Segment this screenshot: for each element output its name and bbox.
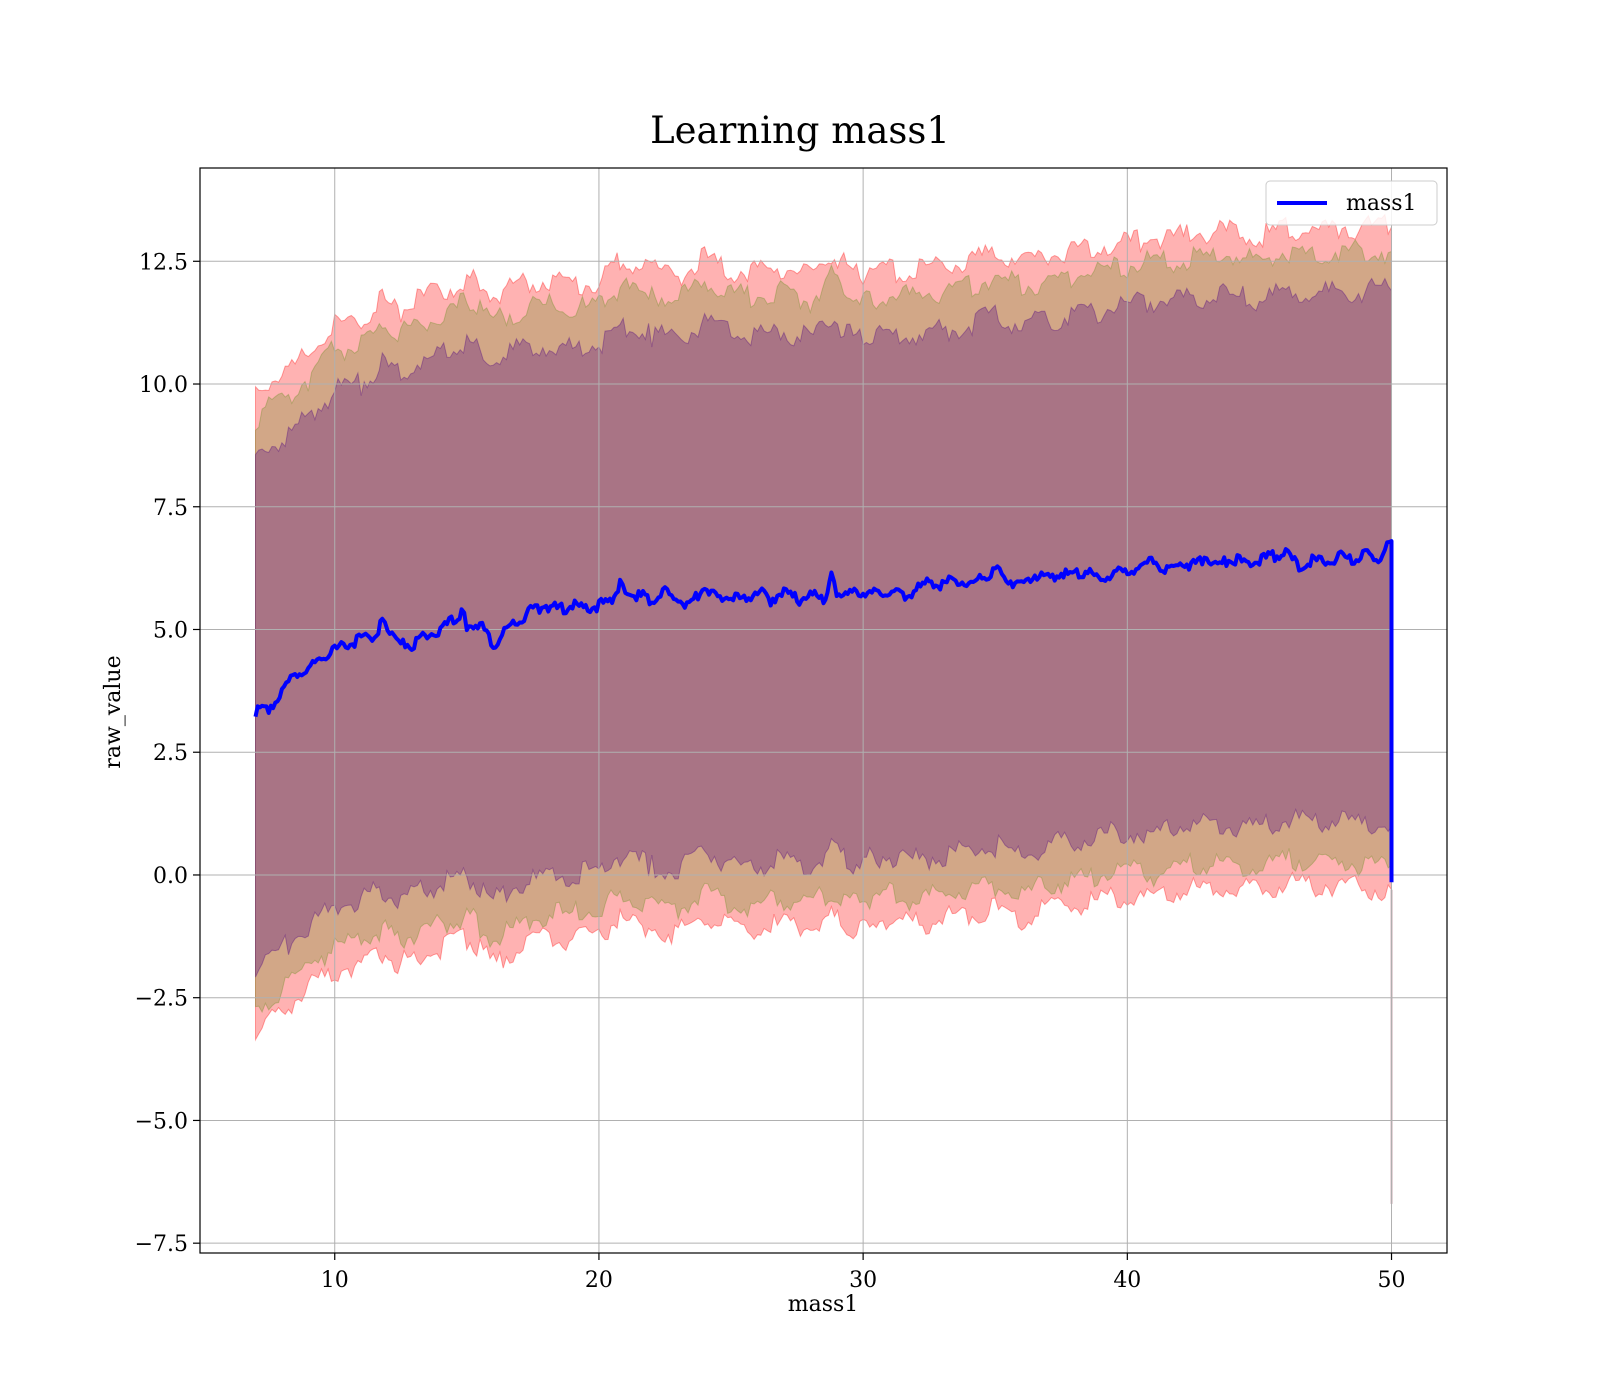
x-tick-label: 10 (321, 1268, 349, 1293)
y-tick-label: 5.0 (153, 618, 188, 643)
y-tick-label: 12.5 (139, 250, 188, 275)
series-lines (253, 539, 1394, 883)
y-tick-label: 10.0 (139, 373, 188, 398)
x-tick-label: 30 (849, 1268, 877, 1293)
y-axis-ticks: −7.5 −5.0 −2.5 0.0 2.5 5.0 7.5 10.0 12.5 (135, 250, 200, 1257)
y-tick-label: −7.5 (135, 1232, 188, 1257)
y-tick-label: −2.5 (135, 987, 188, 1012)
x-tick-label: 50 (1378, 1268, 1406, 1293)
x-axis-ticks: 10 20 30 40 50 (321, 1253, 1406, 1293)
y-tick-label: 2.5 (153, 741, 188, 766)
x-tick-label: 40 (1113, 1268, 1141, 1293)
y-tick-label: −5.0 (135, 1109, 188, 1134)
legend: mass1 (1265, 180, 1438, 226)
x-tick-label: 20 (585, 1268, 613, 1293)
chart-title: Learning mass1 (650, 109, 950, 152)
series-line-mass1 (253, 539, 1394, 883)
y-axis-label: raw_value (101, 655, 126, 768)
y-tick-label: 7.5 (153, 496, 188, 521)
x-axis-label: mass1 (788, 1292, 859, 1317)
y-tick-label: 0.0 (153, 864, 188, 889)
legend-label-mass1: mass1 (1346, 191, 1417, 216)
plot-frame (199, 167, 1448, 1254)
confidence-bands (255, 213, 1393, 1204)
legend-box (1265, 180, 1438, 226)
